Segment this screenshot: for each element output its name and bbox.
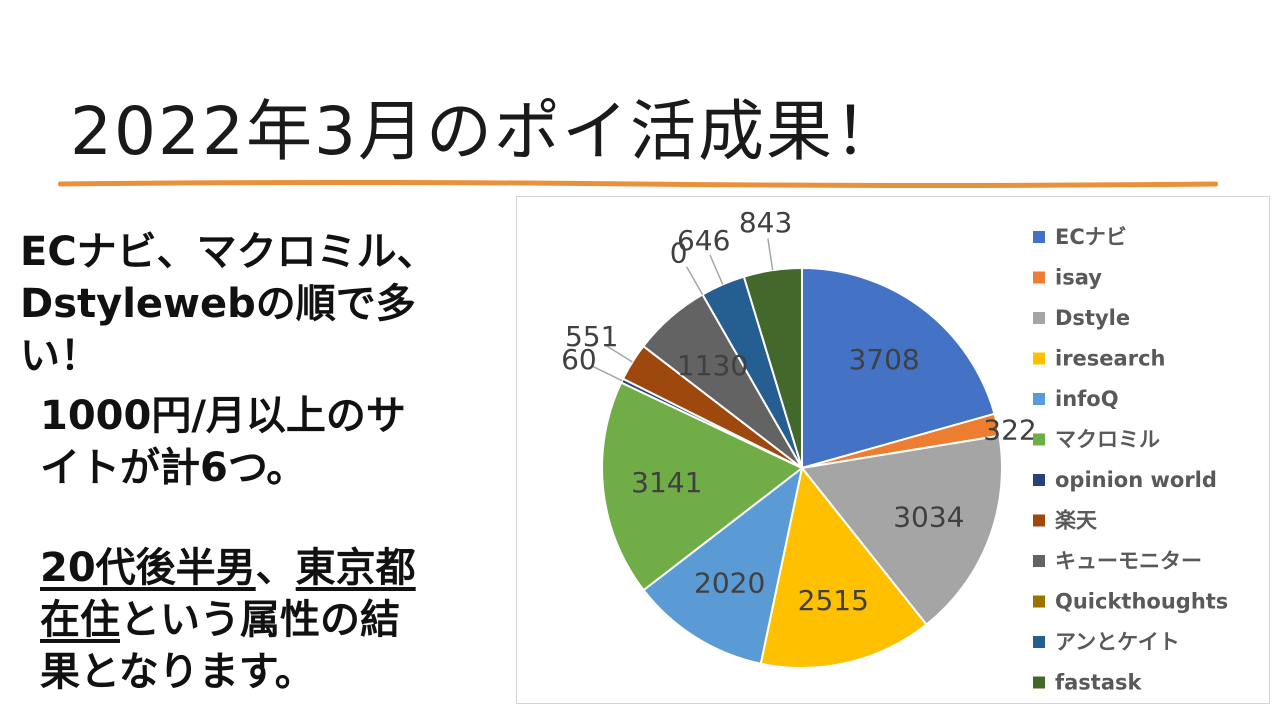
data-label: 3708 [848, 343, 919, 376]
legend-swatch [1033, 271, 1045, 284]
underline-stroke [58, 180, 1218, 188]
legend-swatch [1033, 352, 1045, 365]
data-label: 3141 [631, 466, 702, 499]
data-label: 0 [670, 236, 688, 269]
data-label: 646 [677, 224, 730, 257]
legend-swatch [1033, 433, 1045, 446]
threshold-line-1: 1000円/月以上のサ [40, 393, 406, 439]
pie-slice [601, 381, 804, 592]
leader-line [767, 238, 774, 271]
pie-slice [642, 465, 804, 665]
data-label: 2020 [694, 567, 765, 600]
data-label: 843 [739, 206, 792, 239]
legend-label: 楽天 [1055, 509, 1098, 533]
leader-line [592, 366, 623, 382]
residence-text: 在住 [40, 597, 120, 643]
legend-swatch [1033, 595, 1045, 608]
legend-label: fastask [1055, 671, 1143, 695]
legend-label: iresearch [1055, 347, 1165, 371]
threshold-paragraph: 1000円/月以上のサ イトが計6つ。 [40, 390, 490, 494]
data-label: 551 [565, 320, 618, 353]
leader-line [685, 266, 704, 295]
pie-slice [801, 266, 996, 470]
legend-label: isay [1055, 266, 1102, 290]
data-label: 2515 [798, 584, 869, 617]
summary-line-2: Dstylewebの順で多 [20, 281, 416, 327]
legend-swatch [1033, 514, 1045, 527]
attribute-line-1: 20代後半男、東京都 [40, 542, 490, 594]
legend-label: キューモニター [1055, 549, 1202, 573]
comma-text: 、 [255, 545, 296, 591]
legend-swatch [1033, 636, 1045, 648]
legend-label: アンとケイト [1055, 630, 1180, 654]
data-label: 60 [561, 343, 597, 376]
attribute-paragraph: 20代後半男、東京都 在住という属性の結 果となります。 [40, 542, 490, 698]
legend-swatch [1033, 312, 1045, 324]
legend-swatch [1033, 231, 1045, 243]
legend-label: ECナビ [1055, 225, 1127, 249]
legend-swatch [1033, 474, 1045, 486]
legend-label: Quickthoughts [1055, 590, 1228, 614]
age-gender-text: 20代後半男 [40, 545, 256, 591]
pie-chart-panel: 3708 322 3034 2515 2020 3141 60 551 1130 0 646 843 E… [516, 196, 1270, 704]
threshold-line-2: イトが計6つ。 [40, 445, 307, 491]
attribute-line-3: 果となります。 [40, 649, 315, 695]
title-underline [58, 180, 1218, 188]
leader-line [709, 254, 724, 285]
legend-label: Dstyle [1055, 306, 1130, 330]
slide-title: 2022年3月のポイ活成果！ [70, 93, 902, 170]
legend-label: infoQ [1055, 387, 1119, 411]
legend-swatch [1033, 555, 1045, 567]
summary-line-1: ECナビ、マクロミル、 [20, 229, 437, 275]
pie-slice [800, 434, 1003, 626]
legend-label: マクロミル [1055, 428, 1160, 452]
summary-paragraph: ECナビ、マクロミル、 Dstylewebの順で多 い！ [20, 226, 510, 382]
data-label: 322 [983, 414, 1036, 447]
legend-swatch [1033, 393, 1045, 405]
pie-slice [759, 465, 928, 669]
leader-line [604, 344, 633, 363]
legend-swatch [1033, 676, 1045, 689]
data-label: 3034 [893, 501, 964, 534]
data-label: 1130 [677, 349, 748, 382]
attribute-line-2: 在住という属性の結 [40, 594, 490, 646]
legend-label: opinion world [1055, 468, 1217, 492]
attribute-rest-text: という属性の結 [120, 597, 400, 643]
location-text: 東京都 [295, 545, 416, 591]
summary-line-3: い！ [20, 333, 100, 379]
